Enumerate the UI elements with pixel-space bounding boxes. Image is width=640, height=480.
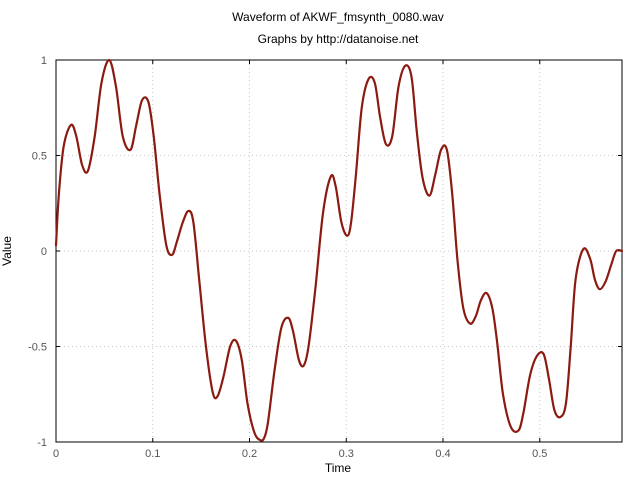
- y-tick-label: 0: [41, 246, 47, 258]
- y-tick-label: 1: [41, 55, 47, 67]
- y-tick-label: -1: [37, 437, 47, 449]
- grid-lines: [56, 60, 622, 442]
- x-tick-label: 0.2: [242, 448, 257, 460]
- x-tick-label: 0.1: [145, 448, 160, 460]
- series-layer: [54, 58, 624, 442]
- x-tick-label: 0.5: [532, 448, 547, 460]
- y-axis-label: Value: [0, 236, 14, 266]
- chart-title: Waveform of AKWF_fmsynth_0080.wav: [232, 10, 444, 24]
- x-tick-label: 0: [53, 448, 59, 460]
- y-tick-label: -0.5: [28, 342, 47, 354]
- x-tick-label: 0.4: [435, 448, 450, 460]
- tick-labels: 0 0.1 0.2 0.3 0.4 0.5 -1 -0.5 0 0.5 1: [28, 55, 547, 460]
- chart-subtitle: Graphs by http://datanoise.net: [258, 32, 419, 46]
- waveform-line: [54, 58, 624, 442]
- x-axis-label: Time: [325, 461, 352, 475]
- y-tick-label: 0.5: [32, 151, 47, 163]
- axis-ticks: [55, 59, 622, 443]
- x-tick-label: 0.3: [339, 448, 354, 460]
